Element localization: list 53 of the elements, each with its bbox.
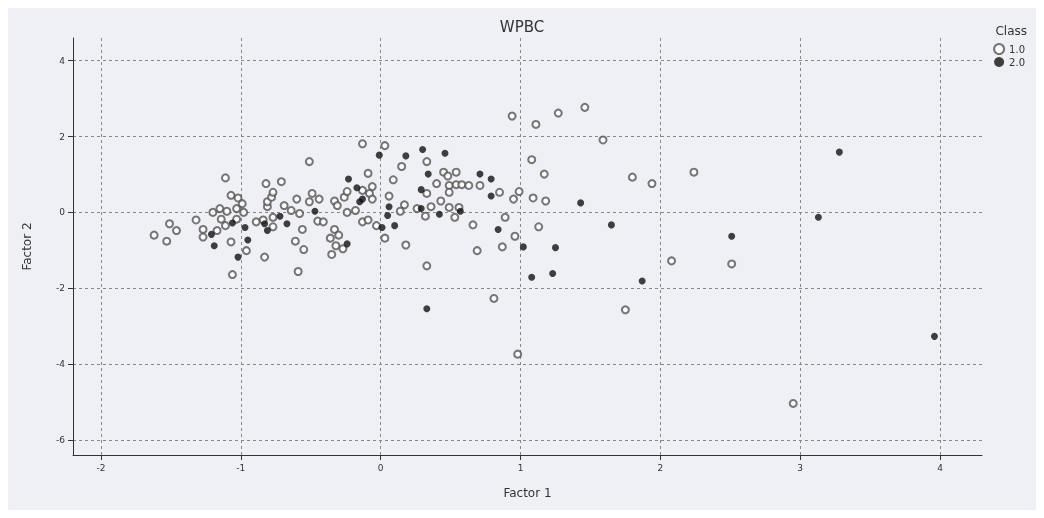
point [528, 273, 536, 281]
x-tick-label: 0 [377, 462, 384, 473]
y-tick-label: 4 [59, 55, 66, 66]
y-tick-label: -4 [56, 359, 66, 370]
x-tick-label: 4 [937, 462, 944, 473]
point [276, 212, 284, 220]
point [353, 184, 361, 192]
point [311, 207, 319, 215]
point [263, 227, 271, 235]
y-axis-title: Factor 2 [20, 222, 34, 271]
x-tick-label: 2 [657, 462, 664, 473]
point [424, 170, 432, 178]
legend-label: 1.0 [1009, 43, 1025, 55]
point [930, 332, 938, 340]
point [577, 199, 585, 207]
y-tick-label: -6 [56, 434, 66, 445]
point [494, 225, 502, 233]
point [391, 222, 399, 230]
point [402, 152, 410, 160]
x-tick-label: -2 [96, 462, 106, 473]
point [835, 148, 843, 156]
point [549, 269, 557, 277]
point [283, 220, 291, 228]
point [551, 244, 559, 252]
y-tick-label: -2 [56, 283, 65, 294]
point [519, 243, 527, 251]
point [345, 175, 352, 183]
legend-title: Class [995, 24, 1028, 38]
point [417, 186, 425, 194]
point [435, 210, 443, 218]
point [385, 203, 393, 211]
point [244, 236, 252, 244]
point [728, 232, 736, 240]
point [423, 305, 431, 313]
point [207, 230, 215, 238]
chart-title: WPBC [499, 17, 545, 36]
y-tick-label: 2 [59, 131, 65, 142]
y-tick-label: 0 [59, 207, 66, 218]
legend-label: 2.0 [1009, 56, 1025, 68]
x-tick-label: -1 [236, 462, 246, 473]
point [210, 242, 218, 250]
x-tick-label: 3 [797, 462, 804, 473]
point [441, 149, 449, 157]
point [487, 192, 495, 200]
point [375, 151, 383, 159]
x-axis-title: Factor 1 [503, 486, 552, 500]
point [241, 224, 249, 232]
point [419, 145, 427, 153]
point [638, 277, 646, 285]
point [814, 213, 822, 221]
point [384, 211, 392, 219]
x-tick-label: 1 [517, 462, 524, 473]
point [607, 221, 615, 229]
